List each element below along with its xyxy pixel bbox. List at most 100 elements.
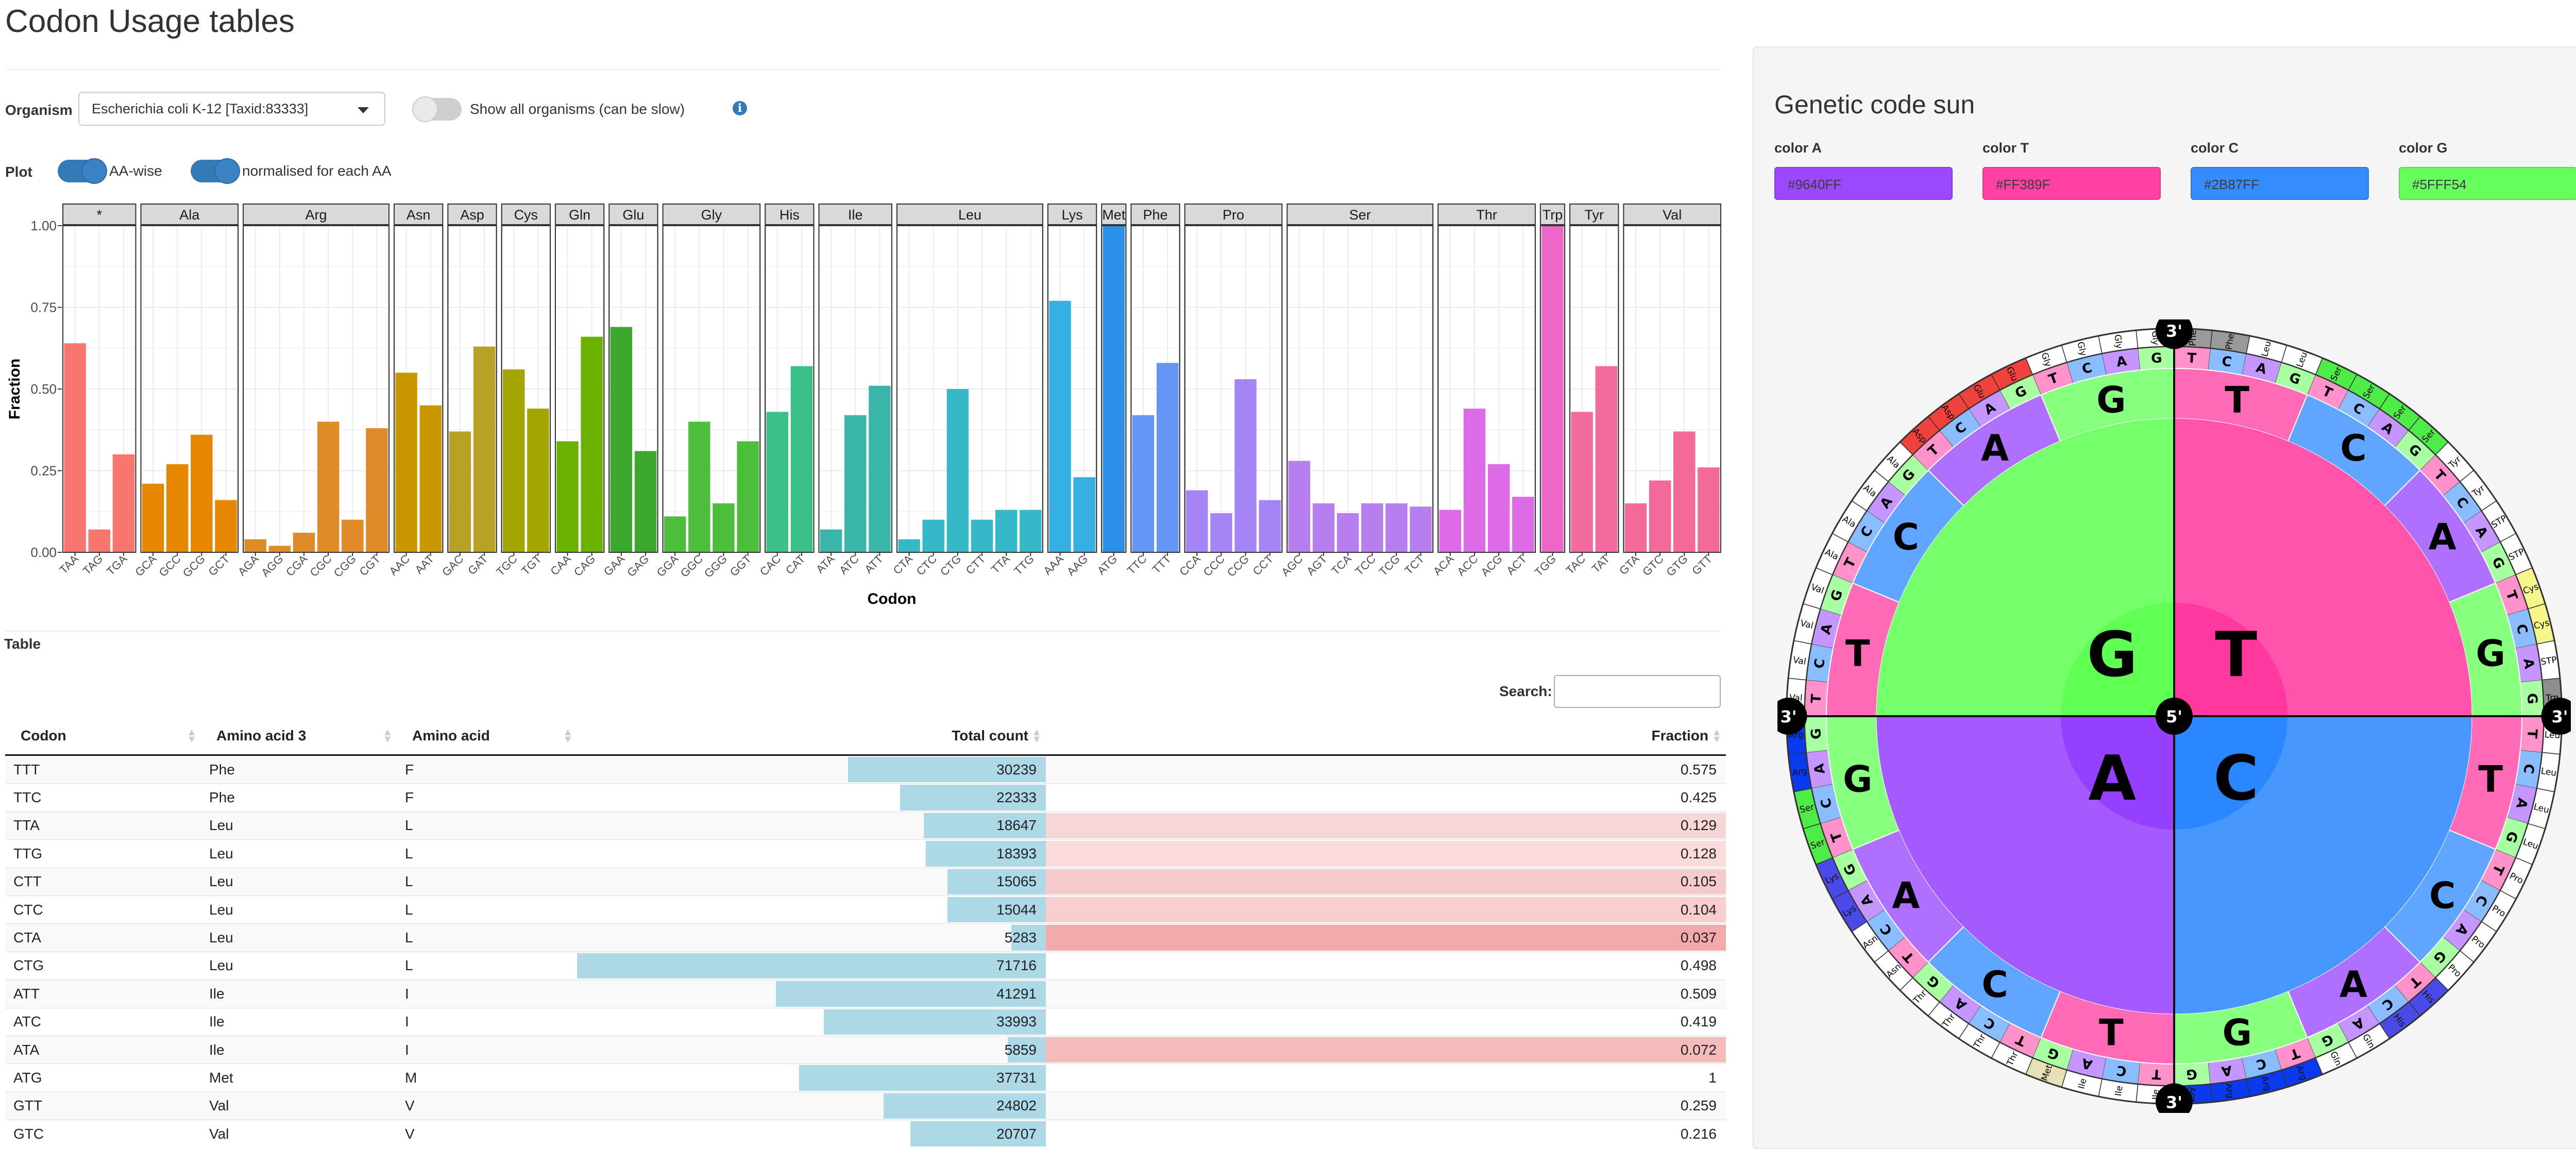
bar (1312, 503, 1335, 552)
facet-label: Cys (514, 207, 538, 223)
color-g-input[interactable]: #5FFF54 (2399, 167, 2576, 200)
x-tick-label: ACT (1504, 552, 1529, 578)
third-base-label: T (2187, 350, 2197, 366)
column-header-amino-acid[interactable]: Amino acid ▲ ▼ (397, 717, 577, 756)
color-t-label: color T (1982, 140, 2029, 156)
count-bar (947, 869, 1046, 894)
x-tick-label: TGG (1532, 552, 1558, 579)
sort-icon: ▲ ▼ (563, 726, 573, 745)
bar (844, 415, 867, 552)
x-tick-label: CTC (914, 552, 940, 578)
x-axis-title: Codon (868, 590, 917, 607)
normalised-label: normalised for each AA (242, 163, 392, 179)
end-marker (1777, 698, 1807, 735)
x-tick-label: GAA (601, 552, 628, 579)
x-tick-label: AGG (259, 552, 285, 579)
column-header-total-count[interactable]: Total count ▲ ▼ (577, 717, 1046, 756)
bar (1210, 513, 1232, 552)
third-base-label: C (2520, 763, 2536, 774)
x-tick-label: CGA (283, 552, 310, 579)
bar (556, 441, 579, 552)
x-tick-label: TTC (1125, 552, 1149, 577)
cell-total-count: 20707 (577, 1120, 1046, 1148)
facet-strip (554, 204, 605, 225)
info-icon[interactable]: i (733, 101, 747, 115)
second-base-label: C (1981, 964, 2008, 1006)
x-tick-label: AAG (1064, 552, 1091, 579)
third-base-label: G (2524, 692, 2540, 704)
third-base-label: C (1811, 657, 1828, 669)
bar (1020, 510, 1042, 552)
cell-codon: ATA (5, 1035, 201, 1064)
search-input[interactable] (1554, 675, 1721, 708)
cell-aa: L (397, 811, 577, 840)
amino-acid-label: Arg (1791, 766, 1808, 779)
column-header-label: Codon (21, 728, 66, 744)
x-tick-label: GCA (132, 552, 159, 579)
column-header-codon[interactable]: Codon ▲ ▼ (5, 717, 201, 756)
x-tick-label: TCG (1377, 552, 1403, 579)
first-base-label: C (2213, 743, 2259, 815)
table-row: ATT Ile I 41291 0.509 (5, 979, 1726, 1008)
cell-aa3: Val (201, 1120, 397, 1148)
second-base-label: T (1845, 632, 1870, 674)
show-all-organisms-toggle[interactable] (412, 96, 462, 122)
color-t-input[interactable]: #FF389F (1982, 167, 2161, 200)
bar (1186, 490, 1208, 552)
second-base-label: C (2340, 427, 2366, 469)
bar (1156, 363, 1179, 552)
column-header-label: Amino acid (412, 728, 490, 744)
facet-asn: Asn AAC AAT (386, 204, 444, 578)
organism-select[interactable]: Escherichia coli K-12 [Taxid:83333] (78, 92, 385, 126)
bar (971, 519, 993, 552)
column-header-amino-acid-3[interactable]: Amino acid 3 ▲ ▼ (201, 717, 397, 756)
color-g-label: color G (2399, 140, 2448, 156)
cell-fraction: 0.259 (1046, 1091, 1726, 1120)
count-bar (776, 981, 1046, 1007)
end-marker (2156, 1083, 2193, 1113)
normalised-toggle[interactable] (191, 158, 240, 184)
bar (1288, 461, 1311, 552)
aa-wise-toggle[interactable] (58, 158, 107, 184)
cell-aa: L (397, 839, 577, 868)
table-row: CTA Leu L 5283 0.037 (5, 923, 1726, 952)
bar (1512, 497, 1534, 552)
facet-frame (394, 225, 444, 553)
bar (1595, 366, 1618, 552)
x-tick-label: AAA (1041, 552, 1066, 578)
cell-aa: V (397, 1091, 577, 1120)
second-base-label: A (2340, 964, 2367, 1006)
facet-frame (140, 225, 239, 553)
title-divider (5, 69, 1721, 70)
x-tick-label: GTG (1664, 552, 1690, 579)
fraction-highlight (1046, 813, 1726, 839)
third-base-label: T (2524, 729, 2540, 739)
codon-fraction-chart: Fraction 0.00 0.25 0.50 0.75 1.00 Codon * TAATAG… (6, 204, 1721, 607)
facet-label: Glu (622, 207, 644, 223)
cell-aa: F (397, 754, 577, 784)
fraction-value: 0.037 (1680, 930, 1717, 946)
third-base-label: A (1811, 763, 1828, 775)
color-c-input[interactable]: #2B87FF (2191, 167, 2369, 200)
table-row: ATG Met M 37731 1 (5, 1063, 1726, 1092)
table-row: ATA Ile I 5859 0.072 (5, 1035, 1726, 1064)
fraction-highlight (1046, 897, 1726, 923)
color-a-input[interactable]: #9640FF (1774, 167, 1953, 200)
plot-label: Plot (5, 164, 32, 180)
third-base-label: G (1808, 728, 1824, 740)
table-row: CTG Leu L 71716 0.498 (5, 951, 1726, 980)
bar (1361, 503, 1383, 552)
first-base-rim (1876, 418, 2174, 716)
amino-acid-label: Arg (2223, 1083, 2235, 1099)
second-base-label: T (2478, 758, 2503, 801)
cell-aa3: Met (201, 1063, 397, 1092)
bar (166, 464, 189, 552)
x-tick-label: TAA (57, 552, 81, 577)
cell-total-count: 15065 (577, 867, 1046, 896)
cell-codon: TTG (5, 839, 201, 868)
x-tick-label: GGC (678, 552, 705, 580)
cell-aa3: Ile (201, 1007, 397, 1036)
facet-frame (243, 225, 390, 553)
column-header-fraction[interactable]: Fraction ▲ ▼ (1046, 717, 1726, 756)
